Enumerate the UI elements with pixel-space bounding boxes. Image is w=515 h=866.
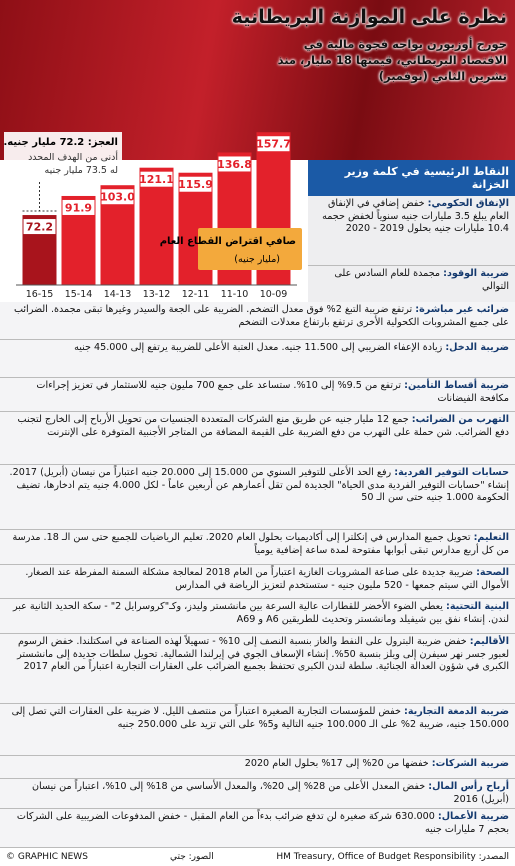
x-tick-label: 11-10 <box>221 289 249 300</box>
annotation-box <box>4 132 122 180</box>
value-label-box <box>140 171 173 187</box>
annotation-text: أدنى من الهدف المحدد له 73.5 مليار جنيه <box>28 150 118 176</box>
photo-credit: الصور: جتي <box>170 852 214 862</box>
key-point-text: خفض إضافي في الإنفاق العام يبلغ 3.5 مليا… <box>322 198 509 234</box>
key-point-heading: التهرب من الضرائب: <box>411 414 509 425</box>
subtitle: جورج أوزبورن يواجه فجوة مالية في الاقتصا… <box>277 37 507 83</box>
x-tick-label: 15-14 <box>65 289 93 300</box>
key-point-heading: الأقاليم: <box>469 636 509 647</box>
key-point: التعليم: تحويل جميع المدارس في إنكلترا إ… <box>0 530 515 565</box>
key-point: الإنفاق الحكومي: خفض إضافي في الإنفاق ال… <box>308 196 515 266</box>
key-point: أرباح رأس المال: خفض المعدل الأعلى من 28… <box>0 779 515 809</box>
key-point-text: خفضها من 20% إلى 17% بحلول العام 2020 <box>244 758 429 769</box>
key-point-text: خفض للمؤسسات التجارية الصغيرة اعتباراً م… <box>11 706 509 730</box>
value-label-box <box>101 189 134 205</box>
annotation-line: له 73.5 مليار جنيه <box>45 165 119 176</box>
key-point-text: رفع الحد الأعلى للتوفير السنوي من 15.000… <box>9 467 509 503</box>
title: نظرة على الموازنة البريطانية <box>231 6 507 28</box>
key-point-text: تحويل جميع المدارس في إنكلترا إلى أكاديم… <box>12 532 509 556</box>
key-point-text: خفض ضريبة البترول على النفط والغاز بنسبة… <box>17 636 509 672</box>
value-label: 91.9 <box>65 201 92 214</box>
x-tick-label: 12-11 <box>182 289 210 300</box>
panel-title: النقاط الرئيسية في كلمة وزير الخزانة <box>308 160 515 196</box>
footer: © GRAPHIC NEWS الصور: جتي المصدر: HM Tre… <box>0 848 515 866</box>
key-point: حسابات التوفير الفردية: رفع الحد الأعلى … <box>0 465 515 530</box>
source: المصدر: HM Treasury, Office of Budget Re… <box>276 852 509 862</box>
key-point-text: ترتفع ضريبة التبغ 2% فوق معدل التضخم. ال… <box>13 304 509 328</box>
key-point-heading: الإنفاق الحكومي: <box>427 198 509 209</box>
key-point: ضرائب غير مباشرة: ترتفع ضريبة التبغ 2% ف… <box>0 302 515 340</box>
key-point-text: ضريبة جديدة على صناعة المشروبات الغازية … <box>25 567 509 591</box>
key-points-list: ضرائب غير مباشرة: ترتفع ضريبة التبغ 2% ف… <box>0 302 515 848</box>
legend-box <box>198 228 302 270</box>
value-label-box <box>218 156 251 172</box>
value-label-box <box>179 176 212 192</box>
key-point-heading: ضريبة الدخل: <box>445 342 509 353</box>
legend-title: صافي اقتراض القطاع العام <box>160 236 296 247</box>
key-point-text: 630.000 شركة صغيرة لن تدفع ضرائب بدءاً م… <box>16 811 509 835</box>
key-point-heading: ضرائب غير مباشرة: <box>415 304 509 315</box>
key-point: ضريبة الدخل: زيادة الإعفاء الضريبي إلى 1… <box>0 340 515 378</box>
value-label: 121.1 <box>139 173 174 186</box>
x-tick-label: 10-09 <box>260 289 288 300</box>
key-point-text: يعطي الضوء الأخضر للقطارات عالية السرعة … <box>12 601 509 625</box>
x-tick-label: 14-13 <box>104 289 132 300</box>
key-point: البنية التحتية: يعطي الضوء الأخضر للقطار… <box>0 599 515 634</box>
value-label: 103.0 <box>100 191 135 204</box>
key-point-text: خفض المعدل الأعلى من 28% إلى 20%، والمعد… <box>32 781 509 805</box>
value-label: 136.8 <box>217 158 252 171</box>
key-point: ضريبة الشركات: خفضها من 20% إلى 17% بحلو… <box>0 756 515 779</box>
value-label: 115.9 <box>178 178 213 191</box>
key-point-heading: ضريبة الدمغة التجارية: <box>404 706 509 717</box>
chart: 72.2 16-15 91.9 15-14 103.0 14-13 121.1 13-12 11… <box>0 132 308 302</box>
copyright: © GRAPHIC NEWS <box>6 852 88 862</box>
key-point: الأقاليم: خفض ضريبة البترول على النفط وا… <box>0 634 515 704</box>
x-tick-label: 16-15 <box>26 289 54 300</box>
key-point-heading: الصحة: <box>476 567 509 578</box>
annotation-title: العجز: 72.2 مليار جنيه. <box>3 137 118 148</box>
key-point: ضريبة الدمغة التجارية: خفض للمؤسسات التج… <box>0 704 515 756</box>
value-label: 72.2 <box>26 221 53 234</box>
key-point: الصحة: ضريبة جديدة على صناعة المشروبات ا… <box>0 565 515 599</box>
key-point-text: زيادة الإعفاء الضريبي إلى 11.500 جنيه. م… <box>74 342 443 353</box>
key-point-heading: ضريبة الوقود: <box>443 268 509 279</box>
value-label: 157.7 <box>256 138 291 151</box>
key-point: التهرب من الضرائب: جمع 12 مليار جنيه عن … <box>0 412 515 465</box>
key-points-panel: النقاط الرئيسية في كلمة وزير الخزانة الإ… <box>308 160 515 314</box>
bar <box>139 167 174 285</box>
legend-unit: (مليار جنيه) <box>234 254 280 265</box>
key-point-heading: ضريبة الشركات: <box>431 758 509 769</box>
key-point: ضريبة أقساط التأمين: ترتفع من 9.5% إلى 1… <box>0 378 515 412</box>
key-point-heading: البنية التحتية: <box>445 601 509 612</box>
key-point: ضريبة الأعمال: 630.000 شركة صغيرة لن تدف… <box>0 809 515 848</box>
key-point-text: ترتفع من 9.5% إلى 10%. ستساعد على جمع 70… <box>36 380 509 404</box>
value-label-box <box>257 136 290 152</box>
key-point-heading: التعليم: <box>473 532 509 543</box>
value-label-box <box>23 219 56 235</box>
annotation-line: أدنى من الهدف المحدد <box>28 150 118 163</box>
value-label-box <box>62 199 95 215</box>
key-point-heading: ضريبة أقساط التأمين: <box>404 380 509 391</box>
key-point-text: جمع 12 مليار جنيه عن طريق منع الشركات ال… <box>17 414 509 438</box>
key-point-heading: أرباح رأس المال: <box>428 781 509 792</box>
key-point-heading: حسابات التوفير الفردية: <box>394 467 509 478</box>
key-point-heading: ضريبة الأعمال: <box>437 811 509 822</box>
x-tick-label: 13-12 <box>143 289 171 300</box>
key-point-text: مجمدة للعام السادس على التوالي <box>334 268 509 292</box>
